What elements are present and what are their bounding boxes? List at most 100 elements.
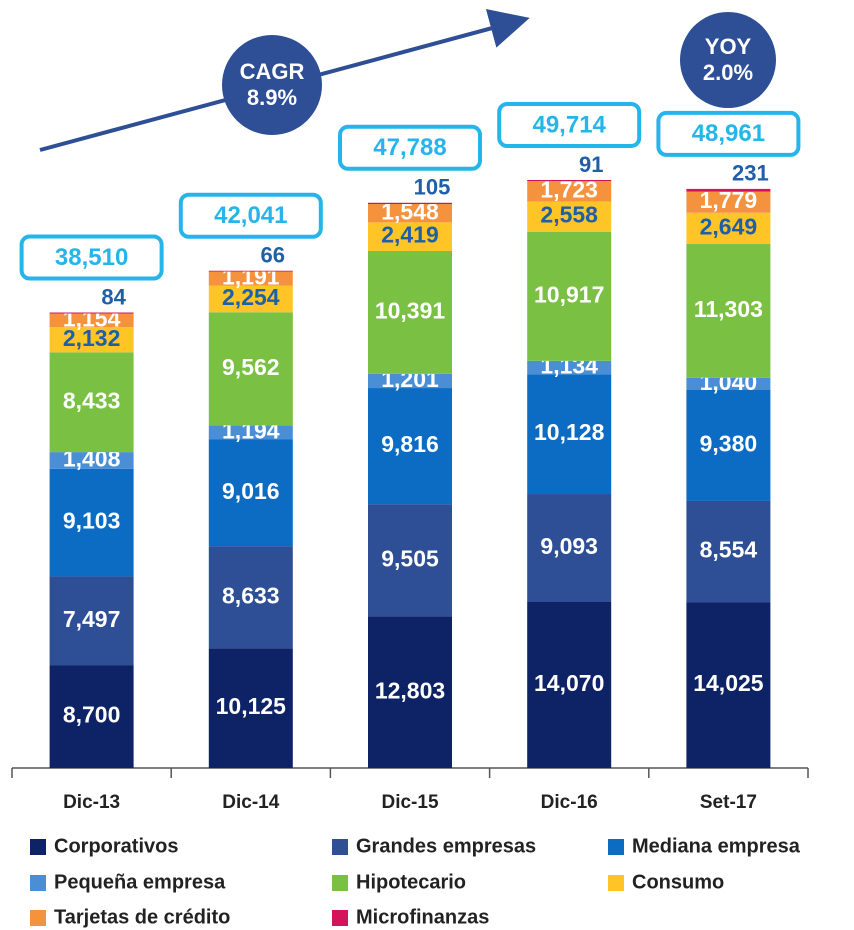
bar-segment (686, 244, 771, 378)
bar-segment (527, 374, 612, 495)
value-label: 9,016 (222, 478, 280, 504)
bar-segment (527, 360, 612, 375)
total-label: 48,961 (692, 120, 765, 147)
bar-segment (686, 500, 771, 603)
legend-label: Hipotecario (356, 871, 466, 893)
bar-segment (368, 616, 452, 768)
bar-segment (527, 494, 612, 602)
legend-label: Mediana empresa (632, 835, 801, 857)
annotation-text: YOY (705, 34, 752, 59)
value-label: 2,558 (540, 202, 598, 228)
legend-label: Tarjetas de crédito (54, 906, 230, 928)
total-box (656, 110, 801, 157)
value-label: 10,391 (375, 297, 446, 323)
annotation-text: CAGR (240, 59, 305, 84)
legend-label: Grandes empresas (356, 835, 536, 857)
x-tick-label: Dic-14 (222, 792, 279, 813)
bar-segment (208, 425, 293, 440)
bar-segment (208, 270, 293, 272)
value-label: 14,025 (693, 670, 764, 696)
total-box (19, 234, 164, 281)
bar-segment (208, 546, 293, 649)
legend-swatch (30, 910, 46, 926)
legend-swatch (30, 875, 46, 891)
value-label: 8,633 (222, 582, 280, 608)
value-label: 105 (414, 175, 451, 200)
bar-segment (368, 204, 452, 223)
bar-segment (49, 313, 134, 328)
legend-label: Consumo (632, 871, 724, 893)
bar-segment (49, 468, 134, 577)
value-label: 2,649 (700, 213, 758, 239)
total-label: 38,510 (55, 244, 128, 271)
legend-swatch (332, 839, 348, 855)
bar-segment (686, 188, 771, 192)
bar-segment (208, 648, 293, 768)
bar-segment (368, 202, 452, 205)
bar-segment (368, 222, 452, 251)
legend-label: Pequeña empresa (54, 871, 226, 893)
value-label: 8,700 (63, 702, 121, 728)
bar-segment (686, 212, 771, 245)
value-label: 84 (101, 284, 126, 309)
bar-segment (208, 312, 293, 426)
bar-segment (49, 312, 134, 314)
legend-swatch (332, 910, 348, 926)
value-label: 2,419 (381, 222, 439, 248)
value-label: 1,154 (63, 305, 121, 331)
value-label: 9,093 (540, 533, 598, 559)
value-label: 10,125 (216, 693, 287, 719)
value-label: 9,380 (700, 431, 758, 457)
bar-segment (368, 388, 452, 505)
bar-segment (686, 191, 771, 213)
legend-swatch (30, 839, 46, 855)
value-label: 10,917 (534, 281, 604, 307)
legend-swatch (608, 875, 624, 891)
value-label: 11,303 (694, 296, 763, 322)
annotation-text: 8.9% (247, 85, 297, 110)
value-label: 9,816 (381, 431, 439, 457)
bar-segment (49, 576, 134, 666)
bar-segment (527, 601, 612, 768)
value-label: 9,562 (222, 354, 280, 380)
value-label: 1,548 (381, 198, 439, 224)
bar-segment (368, 250, 452, 374)
bar-segment (49, 352, 134, 453)
value-label: 9,103 (63, 508, 121, 534)
x-tick-label: Dic-13 (63, 792, 120, 813)
bar-segment (368, 504, 452, 617)
value-label: 7,497 (63, 606, 121, 632)
bar-segment (527, 231, 612, 361)
value-label: 231 (732, 161, 769, 186)
annotation-text: 2.0% (703, 60, 753, 85)
bar-segment (49, 665, 134, 768)
bar-segment (527, 180, 612, 182)
bar-segment (49, 452, 134, 469)
bar-segment (208, 271, 293, 286)
annotation-circle (222, 35, 322, 135)
total-box (178, 192, 323, 239)
total-box (497, 102, 642, 148)
bar-segment (527, 201, 612, 232)
bar-segment (49, 327, 134, 353)
value-label: 10,128 (534, 419, 605, 445)
bar-segment (368, 373, 452, 389)
bar-segment (527, 181, 612, 202)
value-label: 9,505 (381, 545, 439, 571)
value-label: 1,191 (222, 264, 280, 290)
legend-swatch (332, 875, 348, 891)
value-label: 66 (261, 243, 285, 268)
value-label: 2,132 (63, 325, 121, 351)
legend-swatch (608, 839, 624, 855)
value-label: 12,803 (375, 677, 445, 703)
bar-segment (208, 285, 293, 313)
value-label: 8,554 (700, 537, 758, 563)
legend-label: Corporativos (54, 835, 178, 857)
value-label: 91 (579, 152, 603, 177)
annotation-circle (680, 12, 776, 108)
total-label: 47,788 (373, 134, 446, 161)
value-label: 2,254 (222, 284, 280, 310)
bar-segment (686, 602, 771, 768)
bar-segment (208, 439, 293, 547)
